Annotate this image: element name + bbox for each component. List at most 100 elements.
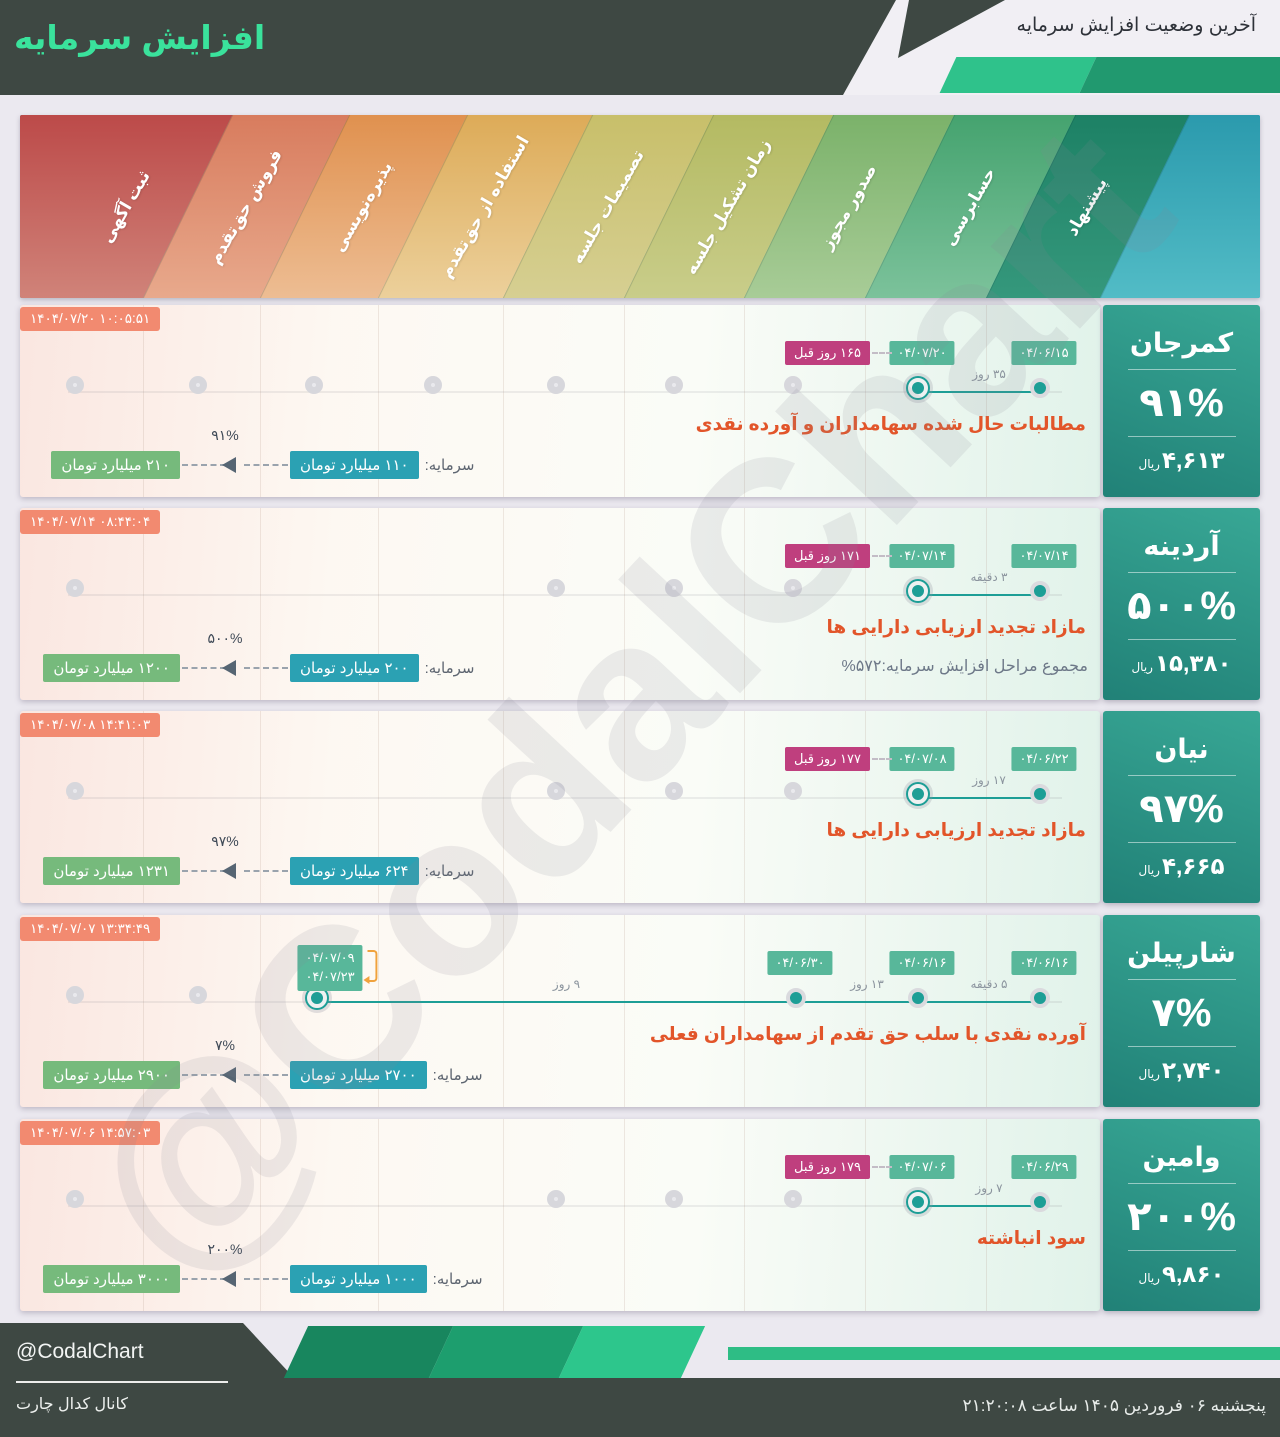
stage-date-badge: ۰۴/۰۷/۲۰ (889, 341, 955, 365)
capital-dash-right (244, 464, 288, 466)
card-divider (1127, 1046, 1236, 1047)
timeline-progress-line (922, 1205, 1044, 1207)
days-ago-badge: ۱۷۱ روز قبل (785, 544, 870, 568)
ago-dash-connector (872, 555, 892, 557)
company-price: ۱۵,۳۸۰ریال (1131, 650, 1232, 676)
capital-increase-percent: ۵۰۰% (207, 630, 243, 646)
card-divider (1127, 1183, 1236, 1184)
timeline-progress-line (922, 594, 1044, 596)
company-price: ۴,۶۱۳ریال (1138, 447, 1225, 473)
increase-method-description: مازاد تجدید ارزیابی دارایی ها (826, 819, 1086, 840)
capital-from-wrap: ۱۰۰۰ میلیارد تومان سرمایه: (290, 1265, 483, 1293)
date-range-bracket (363, 950, 378, 984)
increase-method-description: مطالبات حال شده سهامداران و آورده نقدی (695, 413, 1086, 434)
capital-to-wrap: ۱۲۳۱ میلیارد تومان (43, 857, 180, 885)
row-gridline (143, 305, 144, 497)
row-gridline (503, 305, 504, 497)
row-gridline (986, 711, 987, 903)
header-dark-sliver (898, 0, 1005, 58)
company-card: کمرجان ۹۱% ۴,۶۱۳ریال (1103, 305, 1260, 497)
company-increase-percent: ۵۰۰% (1127, 584, 1236, 628)
capital-increase-percent: ۹۷% (211, 833, 239, 849)
days-ago-badge: ۱۶۵ روز قبل (785, 341, 870, 365)
capital-from-wrap: ۲۷۰۰ میلیارد تومان سرمایه: (290, 1061, 483, 1089)
row-gridline (624, 711, 625, 903)
footer-channel-label: کانال کدال چارت (16, 1396, 128, 1413)
pending-stage-dot (547, 376, 565, 394)
pending-stage-dot (547, 579, 565, 597)
capital-dash-right (244, 870, 288, 872)
ago-dash-connector (872, 1166, 892, 1168)
footer-handle: @CodalChart (16, 1340, 144, 1363)
capital-to-badge: ۲۹۰۰ میلیارد تومان (43, 1061, 180, 1089)
row-gridline (986, 305, 987, 497)
company-row: ۰۴/۰۷/۰۶ ۰۴/۰۶/۲۹ ۱۷۹ روز قبل ۷ روز ۱۴۰۴/۰۷/… (20, 1119, 1100, 1311)
timeline-progress-line (321, 1001, 1044, 1003)
company-name: شارپیلن (1127, 938, 1236, 968)
ago-dash-connector (872, 352, 892, 354)
footer-dark-bar (0, 1378, 1280, 1437)
company-increase-percent: ۹۷% (1139, 787, 1224, 831)
pending-stage-dot (665, 1190, 683, 1208)
pending-stage-dot (784, 1190, 802, 1208)
capital-arrow-left-icon (222, 863, 236, 879)
capital-to-badge: ۳۰۰۰ میلیارد تومان (43, 1265, 180, 1293)
row-gridline (260, 508, 261, 700)
capital-increase-percent: ۲۰۰% (207, 1241, 243, 1257)
footer-underline (16, 1381, 228, 1383)
row-gridline (503, 711, 504, 903)
capital-label: سرمایه: (424, 457, 475, 474)
row-gridline (378, 305, 379, 497)
stage-band: ثبت آگهی فروش حق‌تقدم پذیره‌نویسی استفاده ا… (20, 115, 1260, 298)
capital-dash-right (244, 1278, 288, 1280)
company-name: آردینه (1143, 531, 1220, 561)
card-divider (1127, 639, 1236, 640)
footer: @CodalChart کانال کدال چارت پنجشنبه ۰۶ ف… (0, 1320, 1280, 1437)
company-row: ۰۴/۰۷/۱۴ ۰۴/۰۷/۱۴ ۱۷۱ روز قبل ۳ دقیقه ۱۴۰۴/۰… (20, 508, 1100, 700)
capital-dash-left (182, 667, 226, 669)
capital-dash-right (244, 1074, 288, 1076)
pending-stage-dot (547, 1190, 565, 1208)
gap-duration-label: ۹ روز (552, 977, 581, 991)
gap-duration-label: ۱۷ روز (972, 773, 1006, 787)
capital-label: سرمایه: (432, 1067, 483, 1084)
pending-stage-dot (305, 376, 323, 394)
gap-duration-label: ۵ دقیقه (970, 977, 1008, 991)
pending-stage-dot (189, 376, 207, 394)
company-increase-percent: ۲۰۰% (1127, 1195, 1236, 1239)
row-gridline (986, 1119, 987, 1311)
row-timestamp: ۱۴۰۴/۰۷/۰۷ ۱۳:۳۴:۴۹ (20, 917, 161, 941)
done-stage-dot (1030, 988, 1050, 1008)
row-timestamp: ۱۴۰۴/۰۷/۱۴ ۰۸:۴۴:۰۴ (20, 510, 161, 534)
capital-label: سرمایه: (424, 863, 475, 880)
row-gridline (624, 305, 625, 497)
pending-stage-dot (665, 376, 683, 394)
row-gridline (260, 915, 261, 1107)
card-divider (1127, 775, 1236, 776)
stage-date-badge: ۰۴/۰۶/۲۲ (1011, 747, 1077, 771)
done-stage-dot (1030, 378, 1050, 398)
row-gridline (865, 508, 866, 700)
company-card: نیان ۹۷% ۴,۶۶۵ریال (1103, 711, 1260, 903)
stage-date-badge: ۰۴/۰۷/۰۶ (889, 1155, 955, 1179)
row-gridline (744, 1119, 745, 1311)
row-gridline (503, 915, 504, 1107)
current-stage-dot (908, 784, 928, 804)
capital-increase-percent: ۷% (215, 1037, 235, 1053)
capital-arrow-left-icon (222, 457, 236, 473)
capital-to-wrap: ۱۲۰۰ میلیارد تومان (43, 654, 180, 682)
capital-dash-left (182, 1074, 226, 1076)
footer-green-bar (728, 1347, 1280, 1360)
pending-stage-dot (424, 376, 442, 394)
header: افزایش سرمایه آخرین وضعیت افزایش سرمایه (0, 0, 1280, 95)
footer-chevron-dark (283, 1326, 454, 1378)
stage-date-badge: ۰۴/۰۶/۱۵ (1011, 341, 1077, 365)
timeline-baseline (68, 391, 1062, 393)
done-stage-dot (908, 988, 928, 1008)
header-chevron-light (939, 57, 1097, 93)
row-gridline (624, 508, 625, 700)
timeline-baseline (68, 1205, 1062, 1207)
price-unit: ریال (1138, 1271, 1160, 1285)
footer-chevron-light (558, 1326, 706, 1378)
